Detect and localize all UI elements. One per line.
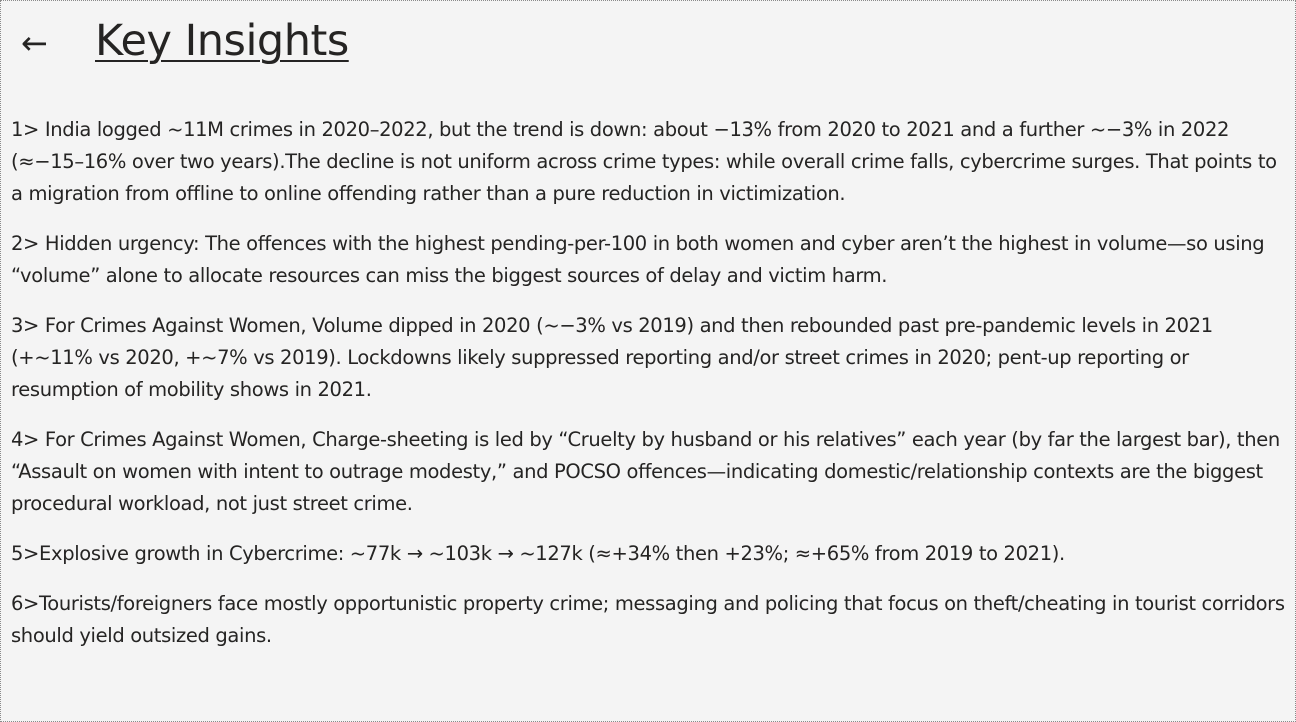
insight-paragraph-5: 5>Explosive growth in Cybercrime: ~77k →… [11,542,1065,565]
insight-paragraph-2: 2> Hidden urgency: The offences with the… [11,232,1265,287]
insight-paragraph-1: 1> India logged ~11M crimes in 2020–2022… [11,118,1277,205]
page-title[interactable]: Key Insights [95,16,349,66]
insights-list: 1> India logged ~11M crimes in 2020–2022… [11,114,1287,670]
back-arrow-icon[interactable]: ← [21,24,48,62]
page-header: ← Key Insights [21,11,349,71]
insight-paragraph-6: 6>Tourists/foreigners face mostly opport… [11,592,1285,647]
insight-paragraph-4: 4> For Crimes Against Women, Charge-shee… [11,428,1280,515]
insight-paragraph-3: 3> For Crimes Against Women, Volume dipp… [11,314,1213,401]
